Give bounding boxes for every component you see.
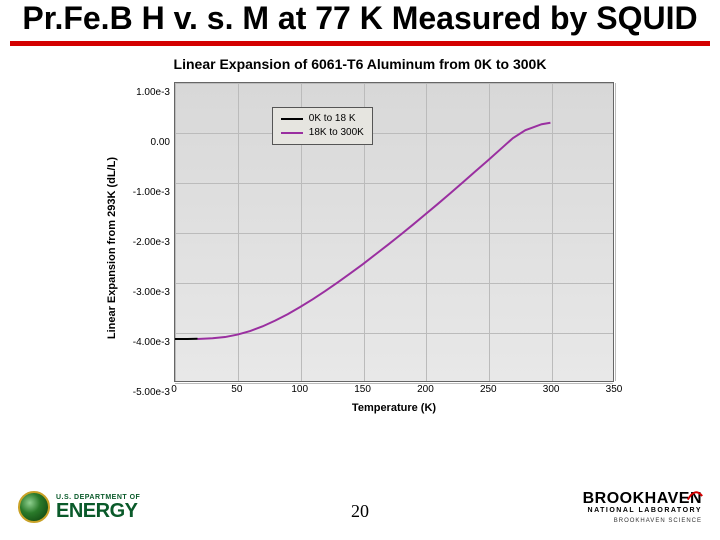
doe-main-line: ENERGY: [56, 501, 140, 521]
page-number: 20: [351, 501, 369, 522]
x-tick-labels: 050100150200250300350: [174, 382, 614, 396]
doe-text: U.S. DEPARTMENT OF ENERGY: [56, 494, 140, 521]
bnl-arc-icon: [686, 487, 704, 505]
bnl-sub-line: NATIONAL LABORATORY: [583, 507, 702, 514]
y-axis-label: Linear Expansion from 293K (dL/L): [106, 157, 118, 339]
title-rule: [10, 41, 710, 46]
doe-seal-icon: [18, 491, 50, 523]
bnl-main-text: BROOKHAVEN: [583, 490, 702, 507]
x-axis-area: 050100150200250300350 Temperature (K): [174, 382, 614, 414]
legend: 0K to 18 K18K to 300K: [272, 107, 373, 145]
plot-and-x: 0K to 18 K18K to 300K 050100150200250300…: [174, 82, 614, 414]
slide: Pr.Fe.B H v. s. M at 77 K Measured by SQ…: [0, 0, 720, 540]
slide-title: Pr.Fe.B H v. s. M at 77 K Measured by SQ…: [12, 0, 708, 37]
title-area: Pr.Fe.B H v. s. M at 77 K Measured by SQ…: [0, 0, 720, 41]
footer: U.S. DEPARTMENT OF ENERGY 20 BROOKHAVEN …: [0, 480, 720, 540]
plot-area: 0K to 18 K18K to 300K: [174, 82, 614, 382]
chart-container: Linear Expansion of 6061-T6 Aluminum fro…: [0, 52, 720, 480]
bnl-logo: BROOKHAVEN NATIONAL LABORATORY BROOKHAVE…: [583, 491, 702, 524]
bnl-science-line: BROOKHAVEN SCIENCE: [583, 518, 702, 524]
chart-curves: [175, 83, 613, 381]
chart-title: Linear Expansion of 6061-T6 Aluminum fro…: [174, 56, 547, 72]
y-tick-labels: 1.00e-30.00-1.00e-3-2.00e-3-3.00e-3-4.00…: [124, 98, 170, 398]
doe-logo: U.S. DEPARTMENT OF ENERGY: [18, 491, 140, 523]
chart: Linear Expansion of 6061-T6 Aluminum fro…: [106, 52, 614, 414]
plot-row: Linear Expansion from 293K (dL/L) 1.00e-…: [106, 82, 614, 414]
bnl-main-line: BROOKHAVEN: [583, 491, 702, 507]
x-axis-label: Temperature (K): [174, 402, 614, 414]
